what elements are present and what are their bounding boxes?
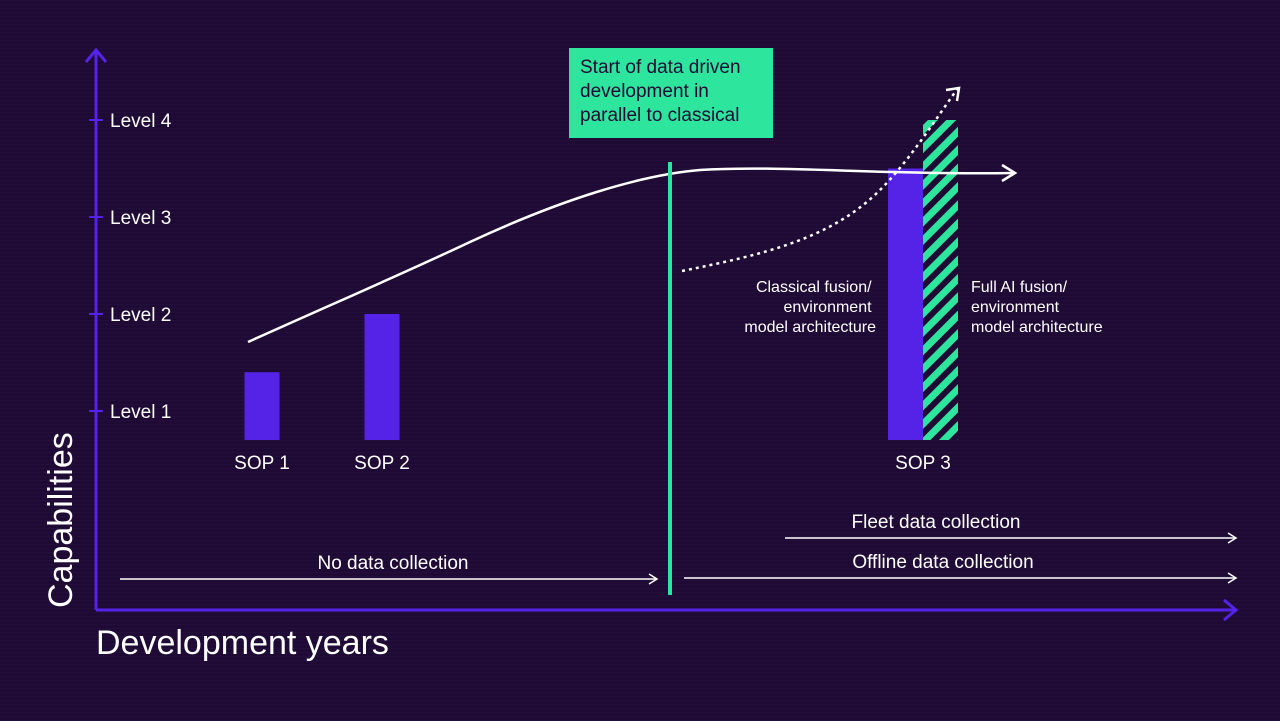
x-axis (96, 598, 1239, 622)
y-tick-label: Level 2 (110, 305, 171, 326)
y-axis (84, 47, 108, 610)
bar-full-ai (923, 120, 958, 440)
no-data-collection-phase: No data collection (120, 553, 659, 585)
classical-trend-curve (247, 163, 1018, 344)
y-tick-label: Level 1 (110, 402, 171, 423)
fleet-data-collection-phase: Fleet data collection (785, 512, 1238, 544)
y-axis-title: Capabilities (42, 432, 80, 608)
offline-data-collection-phase: Offline data collection (684, 552, 1238, 584)
x-axis-title: Development years (96, 624, 389, 662)
classical-architecture-label: Classical fusion/ environment model arch… (744, 279, 876, 336)
category-label: SOP 1 (234, 453, 290, 474)
data-driven-callout: Start of data driven development in para… (569, 48, 773, 138)
y-tick-label: Level 4 (110, 111, 172, 132)
category-label: SOP 3 (895, 453, 951, 474)
y-tick-label: Level 3 (110, 208, 171, 229)
ai-trend-curve (681, 86, 961, 273)
svg-text:Offline data collection: Offline data collection (852, 552, 1033, 573)
svg-text:Fleet data collection: Fleet data collection (852, 512, 1021, 533)
bar-classical (364, 314, 400, 440)
bar-classical (244, 372, 280, 440)
bar-classical (888, 168, 923, 440)
category-label: SOP 2 (354, 453, 410, 474)
svg-text:No data collection: No data collection (317, 553, 468, 574)
ai-architecture-label: Full AI fusion/ environment model archit… (971, 279, 1103, 336)
